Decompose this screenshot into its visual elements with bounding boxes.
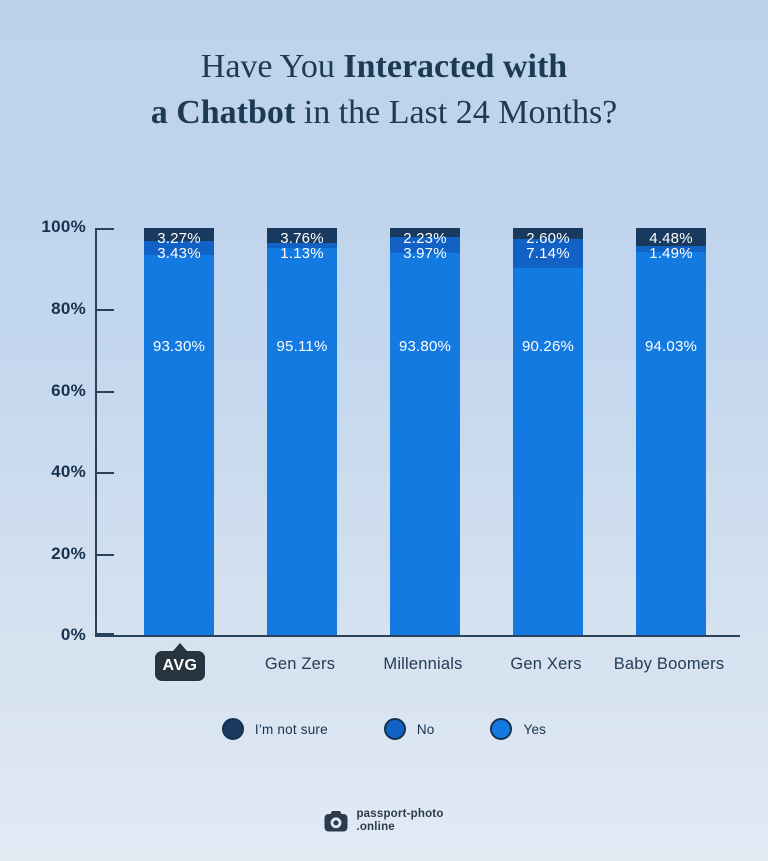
y-tick-mark: [97, 553, 114, 556]
value-label-not-sure: 3.27%: [157, 230, 201, 247]
legend: I’m not sure No Yes: [0, 718, 768, 740]
value-label-yes: 93.30%: [152, 338, 206, 355]
segment-no: [513, 238, 583, 268]
segment-not-sure: [144, 228, 214, 242]
bar-labels: 3.76% 1.13% 95.11%: [267, 228, 337, 635]
badge-arrow-up-icon: [173, 643, 187, 651]
segment-yes: [513, 267, 583, 635]
brand-line1: passport-photo: [356, 808, 444, 820]
title-regular-2: in the Last 24 Months?: [295, 94, 618, 131]
plot-area: 3.27% 3.43% 93.30% 3.76% 1.13% 95.11% 2.…: [95, 228, 740, 637]
y-tick-mark: [97, 472, 114, 475]
y-tick-label-60: 60%: [51, 380, 86, 400]
value-label-no: 3.43%: [157, 245, 201, 262]
legend-swatch-not-sure-icon: [221, 718, 244, 740]
value-label-no: 7.14%: [526, 245, 570, 262]
y-tick-mark: [97, 633, 114, 635]
segment-no: [144, 241, 214, 256]
segment-not-sure: [267, 228, 337, 244]
bar-gen-zers: 3.76% 1.13% 95.11%: [267, 228, 337, 635]
value-label-yes: 93.80%: [398, 338, 452, 355]
segment-no: [267, 243, 337, 248]
bar-labels: 3.27% 3.43% 93.30%: [144, 228, 214, 635]
legend-item-yes: Yes: [490, 718, 546, 740]
value-label-no: 1.49%: [649, 245, 693, 262]
avg-category-label: AVG: [155, 651, 205, 681]
y-tick-label-0: 0%: [60, 625, 86, 644]
value-label-not-sure: 2.23%: [403, 230, 447, 247]
segment-not-sure: [636, 228, 706, 247]
bar-baby-boomers: 4.48% 1.49% 94.03%: [636, 228, 706, 635]
brand-name: passport-photo .online: [356, 808, 443, 834]
bar-millennials: 2.23% 3.97% 93.80%: [390, 228, 460, 635]
bar-labels: 2.23% 3.97% 93.80%: [390, 228, 460, 635]
value-label-not-sure: 3.76%: [280, 230, 324, 247]
camera-icon: [324, 810, 348, 832]
brand-footer: passport-photo .online: [0, 808, 768, 834]
bar-avg: 3.27% 3.43% 93.30%: [144, 228, 214, 635]
segment-yes: [144, 255, 214, 635]
y-tick-mark: [97, 390, 114, 393]
legend-label-not-sure: I’m not sure: [254, 721, 328, 737]
category-label-gen-zers: Gen Zers: [264, 655, 336, 673]
value-label-yes: 95.11%: [276, 338, 328, 355]
segment-no: [636, 246, 706, 253]
chart-title: Have You Interacted with a Chatbot in th…: [0, 44, 768, 136]
segment-yes: [390, 253, 460, 635]
brand-line2: .online: [356, 821, 395, 834]
segment-no: [390, 237, 460, 254]
value-label-yes: 94.03%: [644, 338, 698, 355]
y-tick-label-40: 40%: [51, 462, 86, 482]
category-label-millennials: Millennials: [383, 655, 463, 673]
value-label-no: 3.97%: [403, 245, 447, 262]
y-axis-labels: 100% 80% 60% 40% 20% 0%: [14, 217, 86, 644]
segment-yes: [267, 247, 337, 635]
value-label-not-sure: 4.48%: [649, 230, 693, 247]
segment-not-sure: [513, 228, 583, 239]
bar-gen-xers: 2.60% 7.14% 90.26%: [513, 228, 583, 635]
bar-labels: 2.60% 7.14% 90.26%: [513, 228, 583, 635]
y-tick-label-100: 100%: [41, 217, 86, 236]
value-label-not-sure: 2.60%: [526, 230, 570, 247]
y-tick-mark: [97, 309, 114, 312]
legend-swatch-no-icon: [383, 718, 406, 740]
y-tick-mark: [97, 228, 114, 230]
y-tick-label-80: 80%: [51, 298, 86, 318]
legend-item-not-sure: I’m not sure: [221, 718, 328, 740]
legend-label-yes: Yes: [523, 721, 547, 737]
y-tick-label-20: 20%: [51, 544, 86, 564]
title-bold-1: Interacted with: [343, 48, 568, 85]
category-label-baby-boomers: Baby Boomers: [613, 655, 725, 673]
legend-label-no: No: [416, 721, 435, 737]
title-regular-1: Have You: [200, 48, 344, 85]
category-label-gen-xers: Gen Xers: [510, 655, 582, 673]
title-bold-2: a Chatbot: [150, 94, 296, 131]
avg-category-badge: AVG: [155, 643, 205, 681]
segment-not-sure: [390, 228, 460, 238]
value-label-no: 1.13%: [280, 245, 324, 262]
bar-labels: 4.48% 1.49% 94.03%: [636, 228, 706, 635]
legend-swatch-yes-icon: [490, 718, 513, 740]
value-label-yes: 90.26%: [521, 338, 575, 355]
legend-item-no: No: [383, 718, 435, 740]
segment-yes: [636, 252, 706, 635]
